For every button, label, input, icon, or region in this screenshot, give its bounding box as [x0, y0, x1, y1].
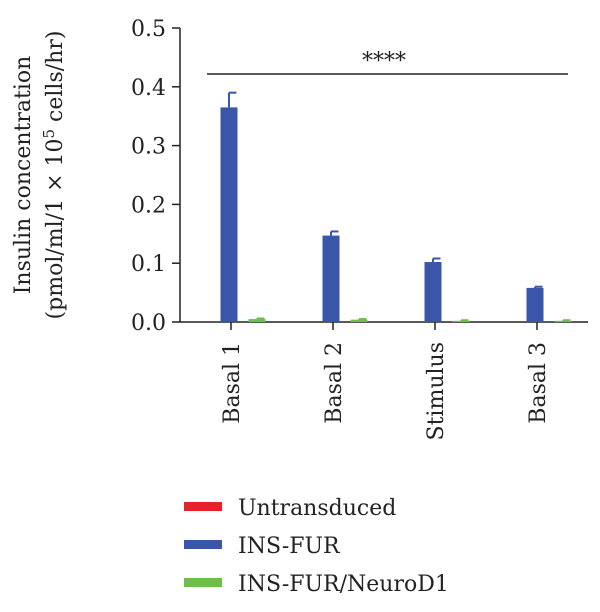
y-tick-label: 0.4	[131, 76, 166, 101]
legend-swatch	[184, 502, 222, 511]
y-axis-label-superscript: 5	[40, 129, 58, 139]
legend-swatch	[184, 578, 222, 587]
bar-ins-fur-neurod1	[350, 319, 368, 322]
bar-ins-fur-neurod1	[554, 320, 572, 322]
bars	[220, 91, 572, 322]
significance-stars: ****	[362, 49, 406, 74]
x-axis: Basal 1 Basal 2 Stimulus Basal 3	[180, 321, 588, 440]
y-axis-label-line1: Insulin concentration	[11, 56, 36, 295]
y-axis-label-suffix: cells/hr)	[43, 31, 68, 129]
x-tick-label: Basal 2	[322, 342, 347, 424]
bar-ins-fur	[424, 262, 442, 322]
y-axis-label-line2: (pmol/ml/1 × 105 cells/hr)	[40, 31, 68, 320]
significance-annotation: ****	[207, 49, 568, 75]
y-tick-label: 0.5	[131, 17, 166, 42]
x-tick-label: Basal 1	[220, 342, 245, 424]
legend-label: INS-FUR/NeuroD1	[238, 572, 449, 597]
y-tick-label: 0.2	[131, 193, 166, 218]
legend: Untransduced INS-FUR INS-FUR/NeuroD1	[184, 496, 449, 597]
legend-swatch	[184, 540, 222, 549]
bar-ins-fur	[526, 287, 544, 322]
legend-label: INS-FUR	[238, 534, 341, 559]
x-tick-label: Stimulus	[424, 342, 449, 440]
bar-ins-fur	[220, 107, 238, 322]
bar-ins-fur	[322, 235, 340, 322]
legend-label: Untransduced	[238, 496, 396, 521]
y-axis-label-prefix: (pmol/ml/1 × 10	[43, 138, 68, 319]
y-tick-label: 0.3	[131, 135, 166, 160]
y-tick-label: 0.1	[131, 252, 166, 277]
x-tick-label: Basal 3	[526, 342, 551, 424]
y-axis: 0.0 0.1 0.2 0.3 0.4 0.5	[131, 17, 181, 336]
bar-ins-fur-neurod1	[452, 320, 470, 322]
y-tick-label: 0.0	[131, 311, 166, 336]
bar-ins-fur-neurod1	[248, 319, 266, 322]
